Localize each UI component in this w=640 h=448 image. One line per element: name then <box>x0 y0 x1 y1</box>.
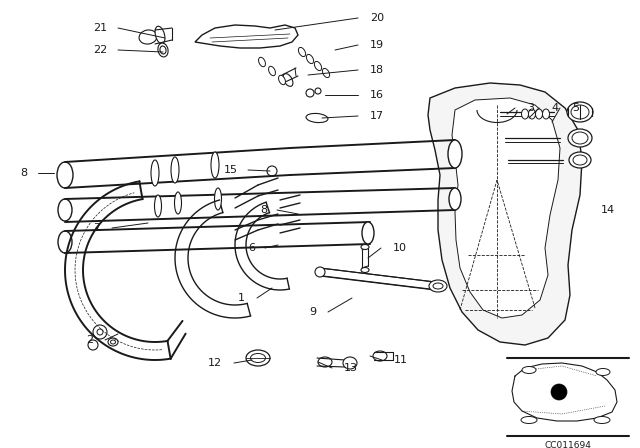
Ellipse shape <box>211 152 219 178</box>
Text: 14: 14 <box>601 205 615 215</box>
Text: 18: 18 <box>370 65 384 75</box>
Text: 10: 10 <box>393 243 407 253</box>
Ellipse shape <box>543 109 550 119</box>
Ellipse shape <box>160 46 166 54</box>
Ellipse shape <box>246 350 270 366</box>
Ellipse shape <box>567 102 593 122</box>
Ellipse shape <box>139 30 157 44</box>
Ellipse shape <box>571 105 589 119</box>
Ellipse shape <box>307 54 314 64</box>
Circle shape <box>97 329 103 335</box>
Ellipse shape <box>154 195 161 217</box>
Text: 15: 15 <box>224 165 238 175</box>
Text: CC011694: CC011694 <box>545 441 591 448</box>
Text: 20: 20 <box>370 13 384 23</box>
Ellipse shape <box>568 129 592 147</box>
Text: 6: 6 <box>248 243 255 253</box>
Ellipse shape <box>448 140 462 168</box>
Ellipse shape <box>171 157 179 183</box>
Ellipse shape <box>522 109 529 119</box>
Ellipse shape <box>155 26 165 44</box>
Ellipse shape <box>269 66 275 76</box>
Text: 4: 4 <box>551 103 558 113</box>
Ellipse shape <box>433 283 443 289</box>
Text: 9: 9 <box>309 307 316 317</box>
Text: 8: 8 <box>20 168 27 178</box>
Ellipse shape <box>373 351 387 361</box>
Ellipse shape <box>111 340 115 344</box>
Ellipse shape <box>298 47 306 56</box>
Ellipse shape <box>522 366 536 374</box>
Ellipse shape <box>361 245 369 250</box>
Text: 13: 13 <box>344 363 358 373</box>
Circle shape <box>88 340 98 350</box>
Ellipse shape <box>449 188 461 210</box>
Polygon shape <box>428 83 582 345</box>
Ellipse shape <box>58 231 72 253</box>
Ellipse shape <box>151 160 159 186</box>
Ellipse shape <box>58 199 72 221</box>
Circle shape <box>306 89 314 97</box>
Ellipse shape <box>306 113 328 123</box>
Ellipse shape <box>594 417 610 423</box>
Text: 5: 5 <box>572 103 579 113</box>
Polygon shape <box>452 98 560 318</box>
Text: 2: 2 <box>86 335 93 345</box>
Circle shape <box>551 384 567 400</box>
Polygon shape <box>320 268 438 290</box>
Ellipse shape <box>57 162 73 188</box>
Text: 7: 7 <box>93 223 100 233</box>
Circle shape <box>315 88 321 94</box>
Ellipse shape <box>362 222 374 244</box>
Ellipse shape <box>323 69 330 78</box>
Ellipse shape <box>318 357 332 367</box>
Ellipse shape <box>429 280 447 292</box>
Ellipse shape <box>521 417 537 423</box>
Ellipse shape <box>108 338 118 346</box>
Ellipse shape <box>569 152 591 168</box>
Ellipse shape <box>278 75 285 85</box>
Ellipse shape <box>343 357 357 369</box>
Circle shape <box>93 325 107 339</box>
Text: 21: 21 <box>93 23 107 33</box>
Text: 8: 8 <box>260 205 267 215</box>
Ellipse shape <box>529 109 536 119</box>
Ellipse shape <box>214 188 221 210</box>
Ellipse shape <box>314 61 322 71</box>
Text: 17: 17 <box>370 111 384 121</box>
Ellipse shape <box>283 73 293 86</box>
Ellipse shape <box>158 43 168 57</box>
Ellipse shape <box>361 267 369 272</box>
Text: 22: 22 <box>93 45 107 55</box>
Text: 1: 1 <box>238 293 245 303</box>
Ellipse shape <box>596 369 610 375</box>
Ellipse shape <box>259 57 266 67</box>
Ellipse shape <box>175 192 182 214</box>
Ellipse shape <box>250 353 266 362</box>
Ellipse shape <box>315 267 325 277</box>
Circle shape <box>267 166 277 176</box>
Text: 12: 12 <box>208 358 222 368</box>
Ellipse shape <box>536 109 543 119</box>
Ellipse shape <box>573 155 587 165</box>
Text: 11: 11 <box>394 355 408 365</box>
Text: 16: 16 <box>370 90 384 100</box>
Polygon shape <box>195 25 298 48</box>
Text: 3: 3 <box>527 103 534 113</box>
Ellipse shape <box>572 132 588 144</box>
Text: 19: 19 <box>370 40 384 50</box>
